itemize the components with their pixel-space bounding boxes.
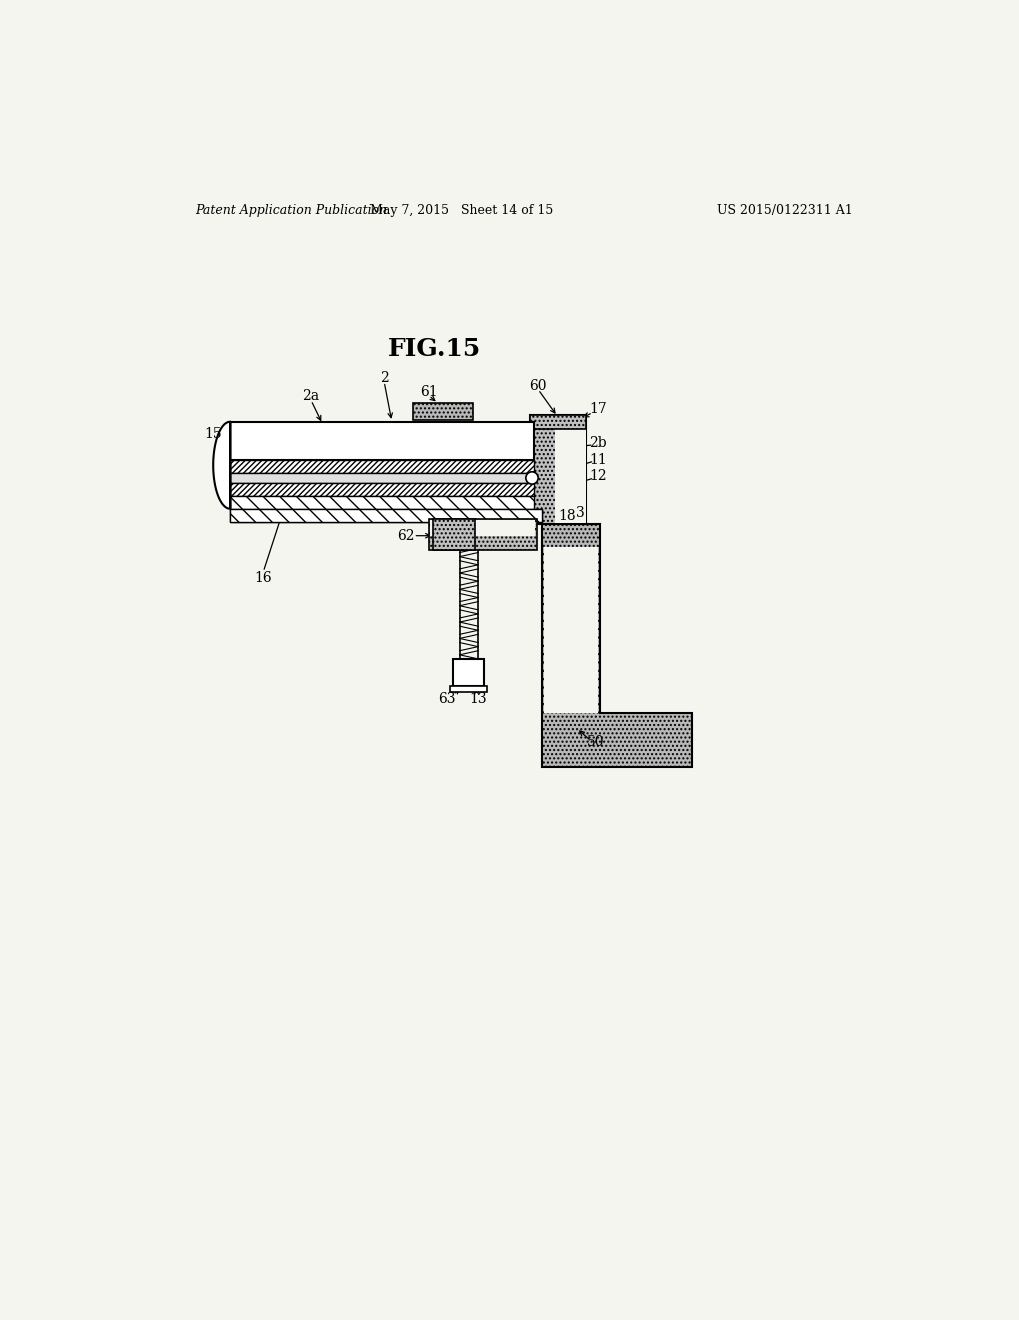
Text: 18: 18 xyxy=(558,510,576,524)
Text: Patent Application Publication: Patent Application Publication xyxy=(196,205,387,218)
Text: 3: 3 xyxy=(576,506,584,520)
Text: US 2015/0122311 A1: US 2015/0122311 A1 xyxy=(716,205,852,218)
Text: May 7, 2015   Sheet 14 of 15: May 7, 2015 Sheet 14 of 15 xyxy=(369,205,552,218)
Bar xyxy=(230,508,541,521)
Bar xyxy=(230,473,533,483)
Text: 60: 60 xyxy=(529,379,546,393)
Bar xyxy=(230,496,533,508)
Text: 63: 63 xyxy=(438,692,455,706)
Bar xyxy=(230,483,533,496)
Bar xyxy=(543,548,597,713)
Bar xyxy=(453,659,484,686)
Bar xyxy=(430,520,535,536)
Text: 2a: 2a xyxy=(303,388,319,403)
Bar xyxy=(413,404,473,420)
Text: 12: 12 xyxy=(589,470,606,483)
Bar xyxy=(428,519,536,549)
Text: 13: 13 xyxy=(469,692,486,706)
Bar xyxy=(230,461,533,473)
Polygon shape xyxy=(530,414,585,524)
Bar xyxy=(432,519,475,549)
Polygon shape xyxy=(213,422,230,508)
Bar xyxy=(530,414,585,429)
Circle shape xyxy=(526,471,538,484)
Bar xyxy=(554,416,585,523)
Text: 17: 17 xyxy=(589,403,606,416)
Text: FIG.15: FIG.15 xyxy=(387,338,480,362)
Text: 16: 16 xyxy=(254,572,272,585)
Text: 2: 2 xyxy=(379,371,388,385)
Text: 2b: 2b xyxy=(589,437,606,450)
Text: 62: 62 xyxy=(396,529,414,543)
Text: 15: 15 xyxy=(204,428,222,441)
Bar xyxy=(230,508,541,521)
Polygon shape xyxy=(541,524,692,767)
Bar xyxy=(230,422,533,461)
Bar xyxy=(450,686,487,692)
Text: 11: 11 xyxy=(589,453,606,467)
Text: 50: 50 xyxy=(587,735,604,748)
Text: 61: 61 xyxy=(420,385,437,400)
